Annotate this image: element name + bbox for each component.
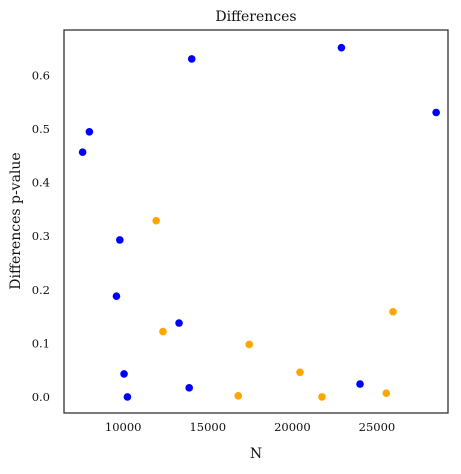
chart-title: Differences bbox=[215, 9, 296, 25]
x-tick-label: 15000 bbox=[189, 420, 226, 434]
y-tick-label: 0.5 bbox=[32, 122, 50, 136]
y-axis-label: Differences p-value bbox=[8, 152, 24, 289]
data-point bbox=[234, 392, 243, 400]
y-tick-label: 0.6 bbox=[32, 69, 50, 83]
x-tick-label: 25000 bbox=[359, 420, 396, 434]
y-axis-ticks: 0.0 0.1 0.2 0.3 0.4 0.5 0.6 bbox=[32, 69, 50, 404]
y-tick-label: 0.0 bbox=[32, 390, 50, 404]
data-point bbox=[296, 368, 304, 377]
data-point bbox=[78, 148, 87, 156]
y-tick-label: 0.1 bbox=[32, 336, 50, 350]
data-point bbox=[356, 380, 364, 388]
data-point bbox=[432, 108, 440, 117]
x-axis-ticks: 10000 15000 20000 25000 bbox=[105, 420, 395, 434]
data-point bbox=[123, 393, 132, 401]
y-tick-label: 0.2 bbox=[32, 283, 50, 297]
x-axis-label: N bbox=[250, 446, 262, 462]
data-point bbox=[116, 236, 124, 244]
data-point bbox=[112, 292, 121, 301]
data-point bbox=[175, 319, 183, 327]
data-point bbox=[85, 127, 94, 136]
x-tick-label: 20000 bbox=[274, 420, 311, 434]
data-point bbox=[318, 393, 326, 401]
data-point bbox=[152, 216, 160, 225]
y-tick-label: 0.4 bbox=[32, 176, 50, 190]
plot-frame bbox=[63, 29, 449, 414]
data-point bbox=[120, 370, 128, 378]
data-point bbox=[245, 340, 254, 349]
data-point bbox=[185, 384, 193, 392]
data-point bbox=[382, 389, 391, 397]
data-point bbox=[187, 55, 196, 63]
y-tick-label: 0.3 bbox=[32, 229, 50, 243]
data-point bbox=[159, 327, 167, 336]
data-point bbox=[389, 307, 397, 316]
data-point bbox=[337, 43, 346, 52]
data-points bbox=[78, 43, 440, 401]
x-tick-label: 10000 bbox=[105, 420, 142, 434]
